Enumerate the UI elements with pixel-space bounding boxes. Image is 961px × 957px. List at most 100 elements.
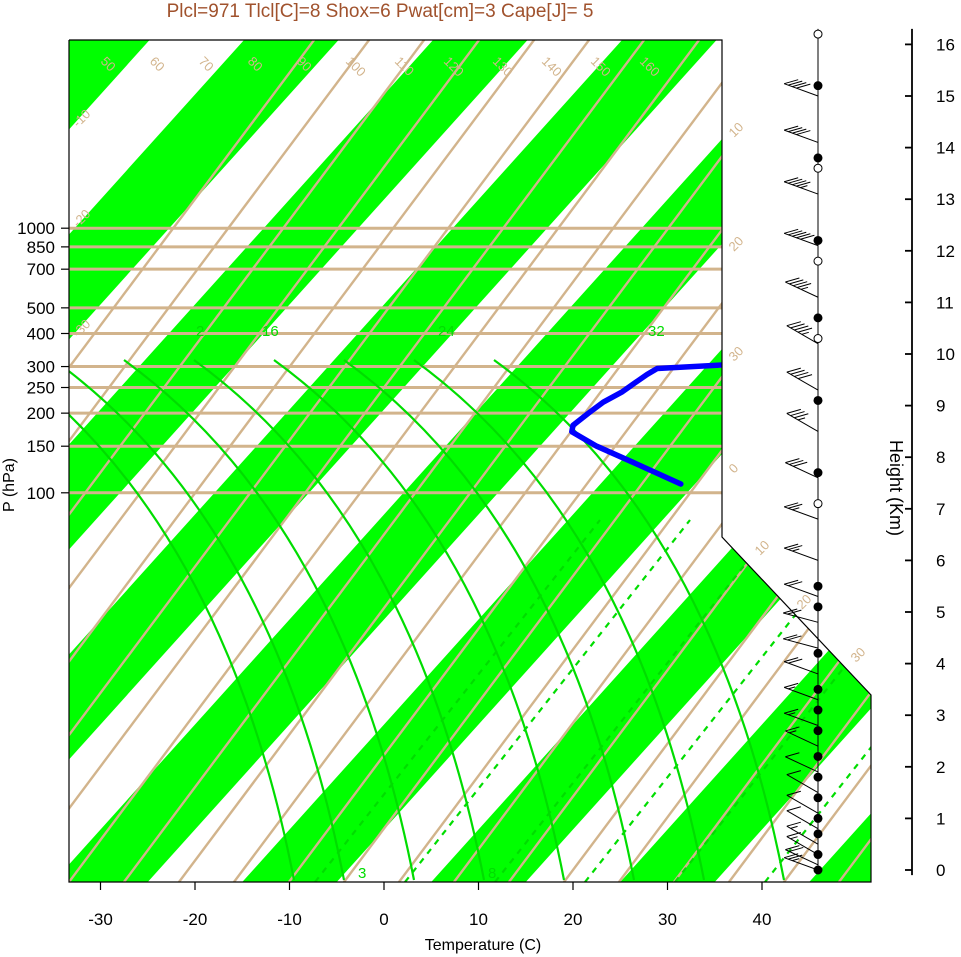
wind-barb-flag (784, 657, 799, 663)
height-marker (813, 751, 823, 761)
dry-adiabat-line (123, 40, 785, 882)
x-tick-label: 40 (753, 910, 772, 929)
moist-adiabat-line (273, 359, 566, 881)
wind-barb-flag (792, 507, 800, 511)
wind-barb-flag (792, 858, 800, 862)
wind-barb-flag (784, 708, 799, 714)
y-tick-label: 500 (27, 299, 55, 318)
isotherm-label: 10 (752, 537, 773, 558)
wind-barb-flag (792, 548, 800, 552)
wind-barb-flag (801, 331, 809, 335)
wind-barb-shaft (785, 849, 819, 866)
height-marker (813, 313, 823, 323)
wind-barb-flag (786, 367, 801, 373)
x-tick-label: 30 (658, 910, 677, 929)
height-tick-label: 10 (936, 345, 955, 364)
wind-barb-flag (793, 461, 808, 467)
dry-adiabat-line (673, 40, 871, 882)
x-tick-label: -30 (88, 910, 113, 929)
wind-barb-flag (789, 459, 804, 465)
y-tick-label: 850 (27, 238, 55, 257)
wind-barb-flag (790, 825, 798, 829)
height-tick-label: 2 (936, 758, 945, 777)
moist-adiabat-line (69, 359, 296, 881)
wind-barb-shaft (784, 83, 819, 97)
wind-barb-shaft (784, 712, 819, 726)
height-tick-label: 14 (936, 139, 955, 158)
wind-barb-shaft (784, 547, 819, 561)
height-marker (813, 499, 823, 509)
wind-barb-flag (785, 845, 800, 851)
wind-barb-flag (788, 230, 803, 236)
wind-barb-flag (797, 374, 813, 380)
wind-barb-flag (783, 634, 798, 640)
wind-barb-flag (790, 323, 805, 329)
wind-barb-shaft (784, 857, 819, 871)
wind-barb-flag (785, 752, 800, 758)
wind-barb-flag (788, 178, 803, 184)
height-marker (813, 395, 823, 405)
mixing-ratio-label: 2 (196, 323, 204, 340)
wind-barb-shaft (784, 686, 819, 701)
wind-barb-flag (796, 83, 811, 89)
dry-adiabat-line (69, 40, 730, 882)
wind-barb-flag (794, 325, 809, 331)
wind-barb-flag (794, 371, 809, 377)
wind-barb-flag (786, 806, 801, 812)
height-tick-label: 12 (936, 242, 955, 261)
wind-barb-flag (788, 854, 803, 860)
dry-adiabat-line (69, 40, 400, 882)
wind-barb-shaft (784, 583, 819, 597)
wind-barb-flag (787, 609, 802, 615)
wind-barb-flag (792, 231, 807, 237)
y-tick-label: 200 (27, 404, 55, 423)
wind-barb-flag (789, 279, 804, 285)
dry-adiabat-line (69, 40, 675, 882)
wind-barb-flag (789, 730, 797, 734)
height-marker (813, 684, 823, 694)
adiabat-label: 100 (343, 54, 369, 80)
wind-barb-shaft (784, 661, 819, 675)
height-tick-label: 5 (936, 603, 945, 622)
adiabat-label: 140 (539, 54, 565, 80)
height-marker (813, 648, 823, 658)
dry-adiabat-line (563, 40, 871, 882)
wind-barb-flag (788, 581, 803, 587)
height-marker (813, 81, 823, 91)
dry-adiabat-line (69, 40, 345, 882)
wind-barb-flag (788, 503, 803, 509)
x-tick-label: -10 (277, 910, 302, 929)
wind-barb-shaft (786, 325, 819, 345)
x-tick-label: -20 (183, 910, 208, 929)
isotherm-label: 0 (726, 460, 742, 476)
dry-adiabat-line (69, 40, 620, 882)
plot-outline (68, 39, 872, 883)
height-marker (813, 602, 823, 612)
height-marker (813, 235, 823, 245)
mixing-ratio-label: 32 (648, 323, 665, 340)
wind-barb-flag (784, 177, 799, 183)
y-tick-label: 150 (27, 437, 55, 456)
mixing-ratio-line (494, 519, 781, 882)
mixing-ratio-label: 3 (358, 865, 366, 882)
wind-barb-flag (785, 277, 800, 283)
y-tick-label: 100 (27, 484, 55, 503)
height-marker (813, 726, 823, 736)
y-tick-label: 300 (27, 358, 55, 377)
wind-barb-flag (788, 658, 803, 664)
wind-profile (783, 28, 823, 875)
mixing-ratio-label: 24 (438, 323, 455, 340)
wind-barb-flag (790, 411, 805, 417)
wind-barb-shaft (786, 412, 819, 432)
height-marker (813, 581, 823, 591)
wind-barb-flag (786, 408, 801, 414)
height-marker (813, 153, 823, 163)
height-marker (813, 29, 823, 39)
wind-barb-shaft (786, 774, 819, 794)
isotherm-label: 10 (726, 119, 747, 140)
wind-barb-flag (786, 321, 801, 327)
wind-barb-flag (793, 281, 808, 287)
wind-barb-flag (788, 80, 803, 86)
isotherm-label: 30 (726, 343, 747, 364)
